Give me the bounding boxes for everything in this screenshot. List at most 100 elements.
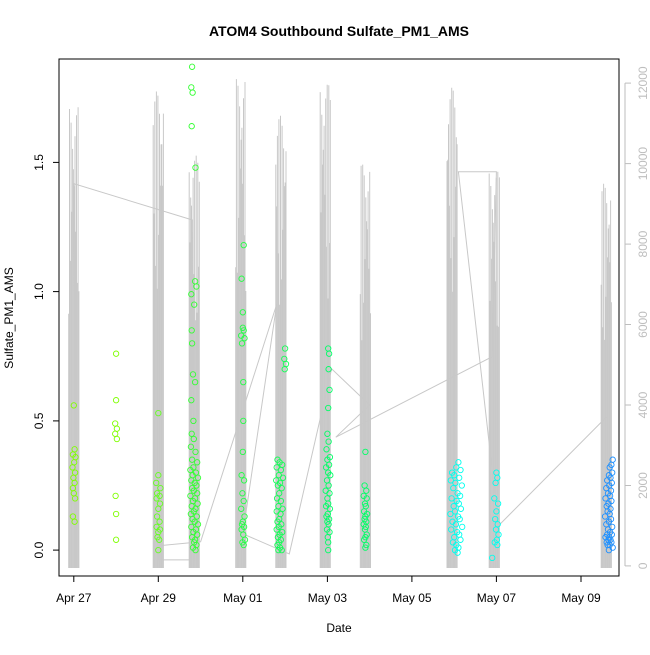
data-point: [459, 523, 466, 531]
data-point: [192, 164, 199, 171]
data-point: [493, 508, 500, 515]
data-point: [452, 479, 459, 487]
series-group: [187, 63, 202, 554]
data-point: [112, 536, 120, 543]
data-point: [189, 371, 197, 378]
data-point: [71, 495, 79, 502]
data-point: [192, 448, 199, 456]
data-point: [327, 472, 334, 479]
data-point: [239, 324, 246, 331]
data-point: [112, 397, 120, 404]
data-point: [362, 523, 369, 531]
data-point: [281, 366, 288, 373]
data-point: [238, 275, 245, 282]
y-tick-label: 0.5: [32, 412, 46, 429]
series-group: [153, 409, 164, 554]
data-point: [188, 430, 195, 437]
data-point: [494, 541, 501, 549]
data-point: [362, 448, 369, 456]
data-point: [325, 546, 332, 554]
data-point: [188, 123, 195, 130]
data-point: [458, 482, 465, 489]
data-point: [239, 448, 246, 456]
data-point: [326, 505, 334, 512]
data-point: [456, 515, 463, 523]
data-point: [277, 497, 285, 505]
data-point: [191, 378, 199, 386]
data-point: [194, 459, 201, 466]
x-tick-label: Apr 27: [56, 591, 92, 605]
data-point: [363, 487, 370, 494]
series-group: [447, 459, 502, 562]
data-point: [240, 241, 247, 249]
data-point: [278, 484, 285, 492]
data-point: [112, 420, 119, 427]
data-point: [112, 350, 120, 357]
data-point: [240, 541, 247, 549]
data-point: [155, 472, 162, 479]
data-point: [188, 456, 196, 463]
series-group: [238, 241, 249, 549]
data-point: [240, 378, 247, 386]
right-tick-label: 6000: [636, 311, 650, 338]
data-point: [190, 435, 197, 443]
data-point: [492, 526, 500, 533]
data-point: [457, 466, 464, 474]
secondary-trace: [68, 79, 612, 568]
data-point: [112, 492, 119, 500]
data-point: [606, 464, 613, 471]
data-point: [188, 63, 196, 70]
data-point: [489, 554, 496, 562]
data-point: [601, 513, 609, 520]
data-point: [155, 409, 162, 417]
right-tick-label: 8000: [636, 230, 650, 257]
data-point: [362, 544, 369, 551]
data-point: [457, 505, 465, 512]
data-point: [153, 513, 161, 520]
data-point: [491, 495, 498, 502]
plot-frame: [58, 58, 620, 577]
data-point: [456, 492, 464, 500]
data-point: [325, 366, 332, 373]
data-point: [188, 397, 195, 404]
data-point: [276, 490, 283, 497]
data-point: [193, 283, 200, 290]
data-point: [191, 301, 198, 308]
trace-path: [73, 171, 607, 562]
data-point: [451, 508, 459, 515]
data-point: [190, 417, 197, 425]
data-point: [112, 430, 119, 437]
data-point: [238, 472, 245, 479]
scatter-points: [69, 63, 616, 562]
data-point: [279, 474, 287, 481]
data-point: [326, 386, 333, 394]
y-axis-label: Sulfate_PM1_AMS: [2, 267, 16, 368]
data-point: [455, 500, 462, 507]
data-point: [322, 464, 330, 471]
data-point: [492, 479, 499, 487]
data-point: [155, 505, 162, 512]
data-point: [324, 430, 331, 437]
data-point: [273, 526, 280, 533]
data-point: [447, 510, 454, 518]
data-point: [452, 521, 460, 528]
data-point: [194, 474, 202, 481]
y-tick-label: 1.5: [32, 154, 46, 171]
data-point: [361, 500, 369, 507]
data-point: [187, 466, 194, 474]
x-tick-label: May 09: [561, 591, 601, 605]
data-point: [187, 443, 195, 450]
data-point: [278, 546, 285, 554]
data-point: [360, 536, 368, 543]
data-point: [602, 495, 609, 502]
data-point: [188, 340, 196, 347]
data-point: [325, 539, 332, 546]
data-point: [240, 417, 247, 425]
data-point: [113, 425, 121, 432]
right-tick-label: 4000: [636, 391, 650, 418]
series-group: [322, 345, 371, 554]
data-point: [326, 490, 333, 497]
data-point: [241, 335, 248, 342]
data-point: [238, 505, 245, 512]
